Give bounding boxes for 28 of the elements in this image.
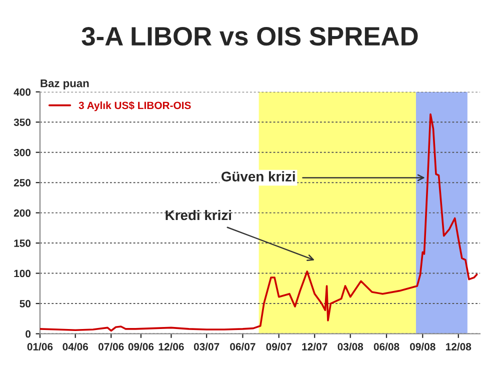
- y-tick-label: 250: [14, 179, 31, 186]
- x-tick-label: 12/08: [446, 342, 472, 351]
- y-tick-label: 100: [14, 270, 31, 278]
- x-tick-label: 06/07: [230, 342, 256, 351]
- y-tick-label: 150: [14, 240, 31, 247]
- x-tick-label: 07/06: [98, 342, 124, 351]
- x-tick-label: 09/08: [410, 342, 436, 351]
- y-tick-label: 400: [14, 88, 31, 96]
- x-tick-label: 01/06: [27, 342, 53, 351]
- y-tick-label: 300: [14, 148, 31, 156]
- x-tick-label: 03/07: [194, 342, 220, 351]
- x-tick-label: 09/07: [266, 342, 292, 351]
- annotation: Güven krizi: [222, 171, 295, 182]
- chart-title: 3-A LIBOR vs OIS SPREAD: [82, 26, 418, 46]
- line-series: [40, 113, 478, 332]
- x-tick-label: 12/07: [302, 342, 328, 351]
- x-tick-label: 12/06: [158, 342, 184, 351]
- y-axis-title: Baz puan: [40, 80, 89, 90]
- annotation: Kredi krizi: [166, 210, 231, 220]
- x-tick-label: 09/06: [128, 342, 154, 351]
- y-tick-label: 50: [20, 300, 31, 308]
- y-tick-label: 200: [14, 209, 31, 217]
- x-tick-label: 06/08: [374, 342, 400, 351]
- legend-label: 3 Aylık US$ LIBOR-OIS: [78, 101, 191, 112]
- x-tick-label: 04/06: [62, 342, 88, 351]
- y-tick-label: 350: [14, 118, 31, 126]
- y-tick-label: 0: [26, 330, 31, 338]
- x-tick-label: 03/08: [338, 342, 364, 351]
